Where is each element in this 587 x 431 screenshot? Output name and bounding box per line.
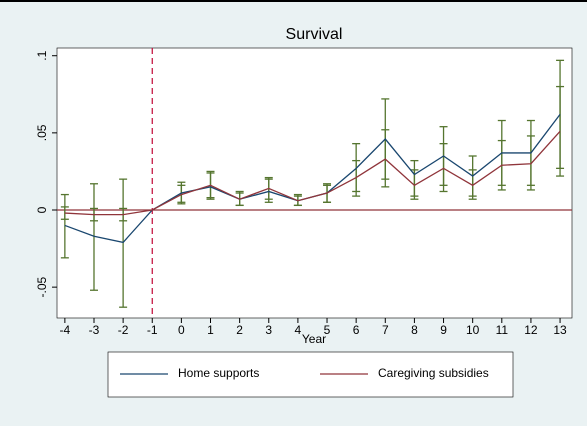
x-tick-label: -1 — [147, 323, 158, 337]
x-tick-label: 13 — [553, 323, 567, 337]
x-tick-label: 3 — [265, 323, 272, 337]
x-tick-label: 8 — [411, 323, 418, 337]
y-tick-label: .1 — [35, 50, 49, 60]
legend — [107, 351, 514, 398]
x-axis-label: Year — [302, 332, 326, 346]
legend-label: Caregiving subsidies — [378, 366, 489, 380]
x-tick-label: 2 — [236, 323, 243, 337]
y-tick-label: .05 — [35, 124, 49, 141]
series-line — [64, 130, 561, 216]
plot-area — [56, 47, 573, 319]
x-tick-label: 5 — [324, 323, 331, 337]
x-tick-label: -2 — [118, 323, 129, 337]
x-tick-label: -4 — [60, 323, 71, 337]
x-tick-label: -3 — [89, 323, 100, 337]
x-tick-label: 0 — [178, 323, 185, 337]
x-tick-label: 6 — [353, 323, 360, 337]
y-tick-label: 0 — [35, 206, 49, 213]
x-tick-label: 12 — [524, 323, 538, 337]
x-tick-label: 11 — [496, 323, 509, 337]
legend-label: Home supports — [178, 366, 259, 380]
x-tick-label: 7 — [382, 323, 389, 337]
x-tick-label: 9 — [440, 323, 447, 337]
x-tick-label: 10 — [466, 323, 480, 337]
x-tick-label: 4 — [295, 323, 302, 337]
x-tick-label: 1 — [207, 323, 214, 337]
y-tick-label: -.05 — [35, 276, 49, 297]
chart-title: Survival — [286, 26, 343, 43]
